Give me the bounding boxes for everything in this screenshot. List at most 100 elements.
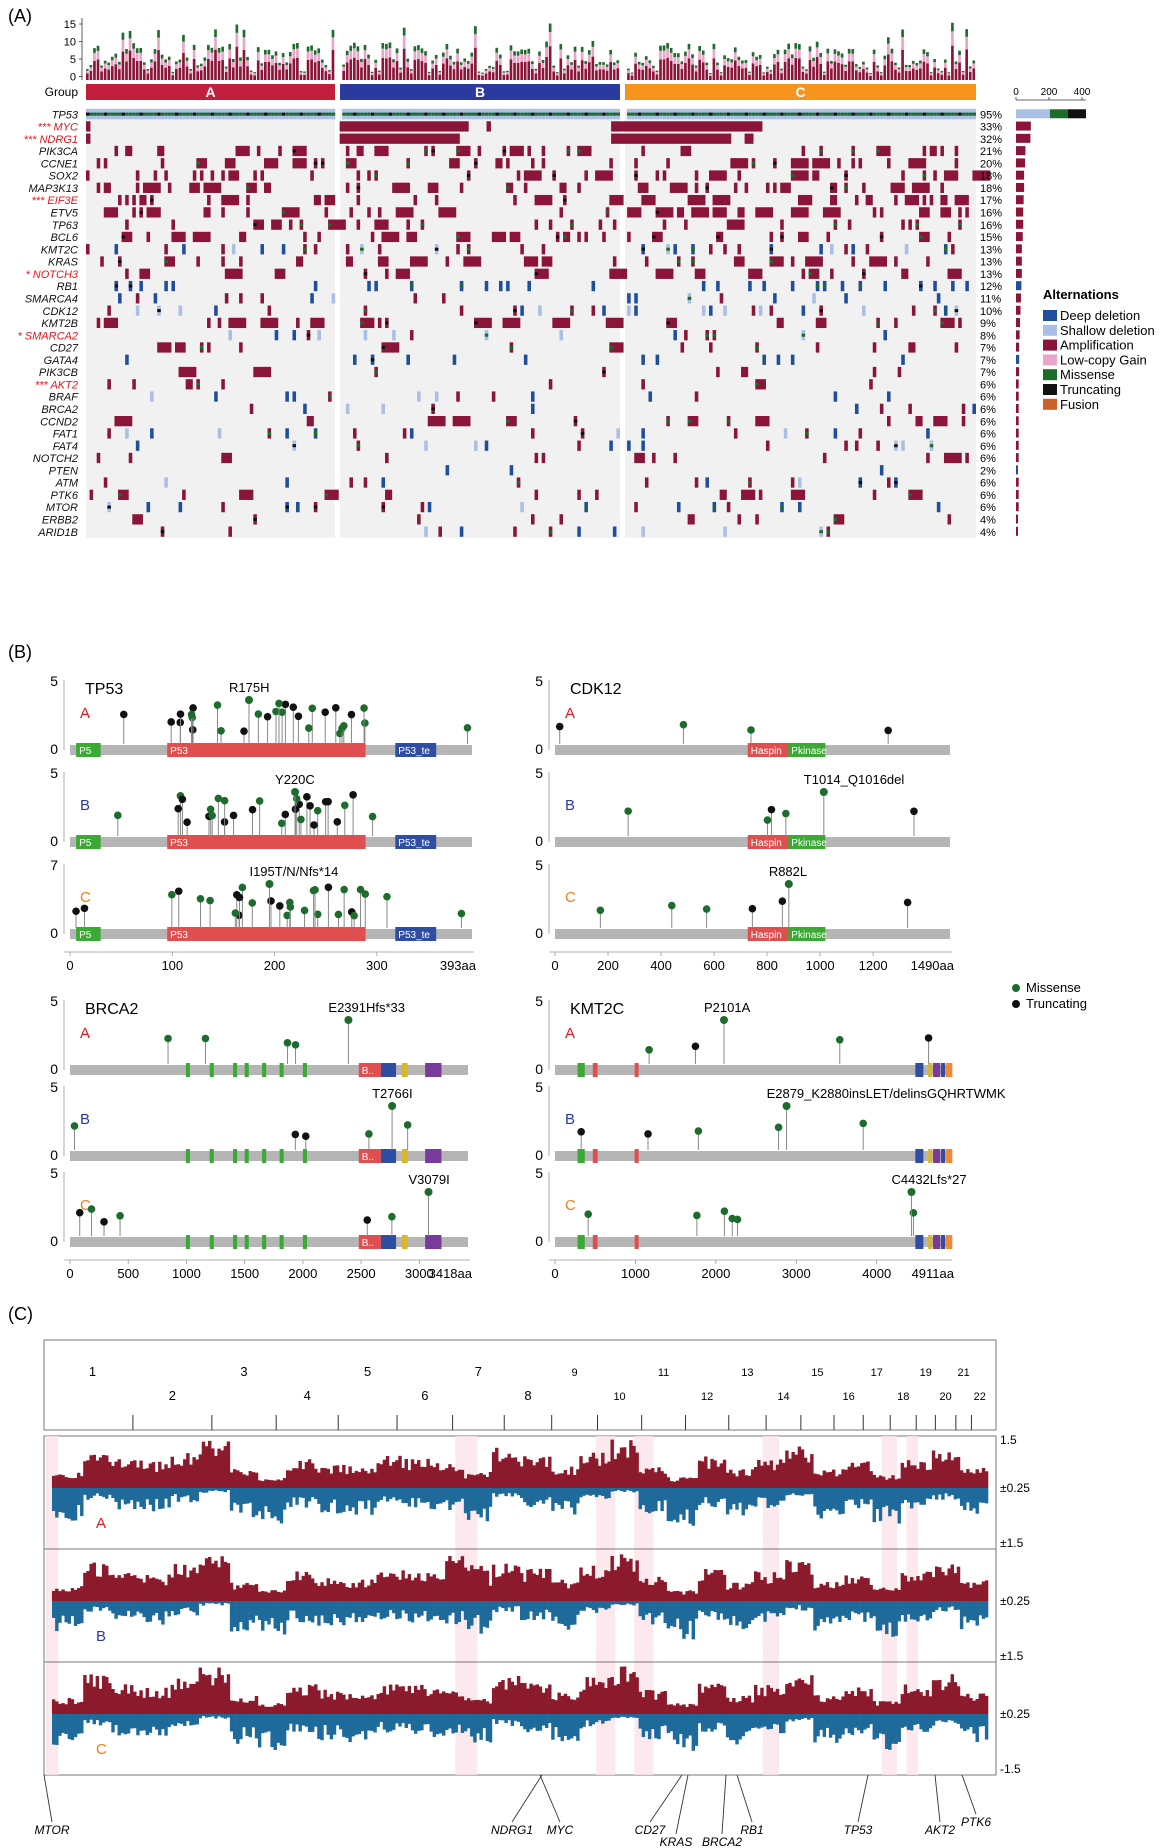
bar-gain — [548, 32, 552, 47]
cell-missense — [783, 112, 788, 116]
chromosome-label: 13 — [741, 1367, 753, 1379]
cnv-gain-bin — [959, 1470, 964, 1488]
cell-mutation — [751, 161, 756, 165]
cnv-gain-bin — [404, 1578, 408, 1601]
cell-missense — [591, 112, 596, 116]
cnv-loss-bin — [342, 1714, 346, 1737]
lollipop-head — [909, 1209, 918, 1217]
bar-gain — [634, 56, 637, 64]
cnv-gain-bin — [744, 1475, 749, 1488]
cnv-loss-bin — [760, 1714, 764, 1728]
lollipop-x-tick-label: 0 — [66, 958, 73, 973]
cell-mutation — [292, 149, 297, 153]
cnv-loss-bin — [641, 1601, 646, 1620]
cnv-gain-bin — [647, 1690, 652, 1714]
cnv-gain-bin — [151, 1462, 156, 1488]
cnv-loss-bin — [204, 1714, 209, 1718]
bar-amplification — [666, 57, 669, 80]
cnv-gain-bin — [264, 1591, 268, 1601]
bar-missense — [801, 66, 805, 69]
cnv-gain-bin — [295, 1468, 299, 1488]
bar-missense — [495, 47, 499, 53]
cell-missense — [313, 112, 318, 116]
cell-mutation — [755, 382, 759, 386]
cell-missense — [943, 112, 948, 116]
cnv-loss-bin — [950, 1601, 954, 1607]
cnv-loss-bin — [64, 1714, 68, 1735]
chromosome-label: 14 — [777, 1391, 789, 1403]
cnv-loss-bin — [242, 1601, 246, 1630]
cell-missense — [790, 112, 795, 116]
cell-alteration — [235, 145, 250, 157]
cnv-tracks-box — [43, 1435, 997, 1776]
cnv-loss-bin — [108, 1601, 112, 1611]
cell-mutation — [253, 517, 257, 521]
cell-mutation — [328, 223, 332, 227]
cell-alteration — [125, 194, 129, 206]
cnv-loss-bin — [364, 1714, 368, 1740]
bar-amplification — [783, 61, 787, 80]
cnv-gain-bin — [747, 1695, 752, 1714]
bar-amplification — [933, 67, 936, 80]
cell-alteration — [655, 207, 674, 218]
freq-bar — [1016, 195, 1024, 205]
lollipop-head — [80, 904, 89, 913]
bar-gain — [103, 63, 107, 69]
cnv-gain-bin — [984, 1580, 989, 1601]
cnv-loss-bin — [782, 1488, 786, 1501]
cell-alteration — [958, 207, 962, 218]
cell-alteration — [96, 182, 101, 193]
cnv-loss-bin — [323, 1714, 327, 1726]
bar-missense — [132, 43, 135, 49]
cnv-gain-bin — [682, 1594, 686, 1601]
lollipop-head — [903, 898, 912, 907]
bar-missense — [100, 65, 103, 68]
cnv-gain-bin — [523, 1456, 527, 1488]
bar-gain — [869, 74, 872, 76]
lollipop-group-label: A — [565, 1025, 575, 1042]
cnv-loss-bin — [123, 1714, 128, 1735]
cnv-gain-bin — [485, 1477, 490, 1488]
cnv-loss-bin — [354, 1714, 359, 1735]
gene-percent: 12% — [980, 281, 1002, 293]
chromosome-label: 15 — [811, 1367, 823, 1379]
legend-label: Missense — [1026, 980, 1081, 995]
cnv-gain-bin — [919, 1580, 923, 1601]
oncoprint-grid — [86, 108, 991, 538]
cnv-loss-bin — [189, 1601, 193, 1611]
cnv-loss-bin — [725, 1488, 730, 1515]
cnv-gain-bin — [934, 1458, 939, 1488]
gene-callout-line — [675, 1774, 689, 1835]
freq-bar — [1016, 440, 1019, 450]
cell-mutation — [773, 161, 777, 165]
cnv-gain-bin — [544, 1466, 549, 1488]
cnv-loss-bin — [101, 1601, 106, 1609]
cnv-loss-bin — [370, 1488, 374, 1515]
bar-amplification — [477, 74, 481, 80]
cnv-gain-bin — [476, 1699, 480, 1714]
bar-missense — [221, 46, 224, 52]
cell-alteration — [438, 207, 457, 218]
bar-missense — [919, 60, 922, 64]
cnv-gain-bin — [513, 1457, 518, 1488]
cell-mutation — [687, 296, 692, 300]
cnv-gain-bin — [158, 1461, 162, 1488]
lollipop-head — [116, 1211, 124, 1220]
cell-amplification — [611, 133, 732, 144]
cell-missense — [498, 112, 503, 116]
cnv-gain-bin — [58, 1474, 62, 1488]
cnv-gain-bin — [894, 1588, 898, 1601]
cell-missense — [160, 112, 165, 116]
cnv-gain-bin — [704, 1456, 708, 1488]
cnv-gain-bin — [332, 1580, 337, 1601]
cell-missense — [196, 112, 200, 116]
bar-amplification — [755, 66, 758, 80]
cell-alteration — [509, 145, 524, 157]
cnv-gain-bin — [229, 1582, 234, 1601]
cell-alteration — [278, 145, 282, 157]
cnv-gain-bin — [772, 1470, 777, 1488]
cnv-loss-bin — [448, 1714, 452, 1729]
cnv-gain-bin — [101, 1454, 106, 1488]
cell-missense — [157, 112, 161, 116]
bar-amplification — [598, 69, 602, 80]
